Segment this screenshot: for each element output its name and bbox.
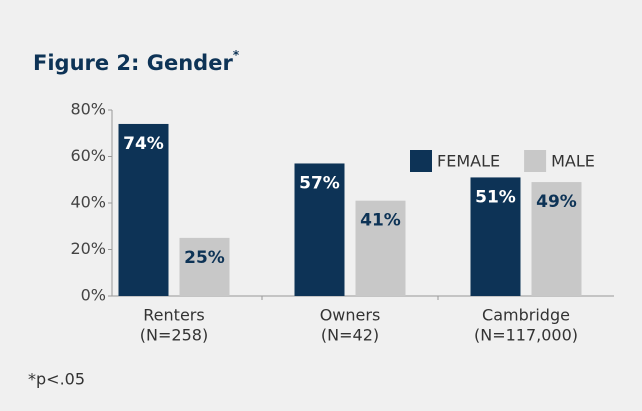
legend-swatch bbox=[410, 150, 432, 172]
footnote: *p<.05 bbox=[28, 370, 85, 389]
title-text: Figure 2: Gender bbox=[33, 51, 233, 75]
legend-label: FEMALE bbox=[437, 152, 500, 171]
y-tick-label: 60% bbox=[70, 146, 106, 165]
y-tick-label: 20% bbox=[70, 239, 106, 258]
title-mark: * bbox=[233, 48, 240, 62]
value-label: 57% bbox=[299, 173, 340, 193]
y-tick-label: 40% bbox=[70, 193, 106, 212]
x-tick-label: (N=42) bbox=[321, 326, 379, 345]
x-tick-label: Cambridge bbox=[482, 306, 570, 325]
bar bbox=[470, 177, 521, 296]
value-label: 74% bbox=[123, 134, 164, 154]
y-tick-label: 0% bbox=[81, 286, 106, 305]
x-tick-label: (N=258) bbox=[140, 326, 208, 345]
x-tick-label: Owners bbox=[320, 306, 381, 325]
value-label: 25% bbox=[184, 248, 225, 268]
legend-swatch bbox=[524, 150, 547, 172]
x-tick-label: (N=117,000) bbox=[474, 326, 578, 345]
chart-title: Figure 2: Gender* bbox=[33, 48, 240, 76]
legend-label: MALE bbox=[551, 152, 595, 171]
bar bbox=[118, 123, 169, 296]
value-label: 51% bbox=[475, 187, 516, 207]
x-tick-label: Renters bbox=[143, 306, 204, 325]
bar bbox=[294, 163, 345, 296]
value-label: 49% bbox=[536, 192, 577, 212]
bar bbox=[179, 237, 230, 296]
value-label: 41% bbox=[360, 211, 401, 231]
bar bbox=[355, 200, 406, 296]
bar bbox=[531, 182, 582, 296]
y-tick-label: 80% bbox=[70, 100, 106, 119]
